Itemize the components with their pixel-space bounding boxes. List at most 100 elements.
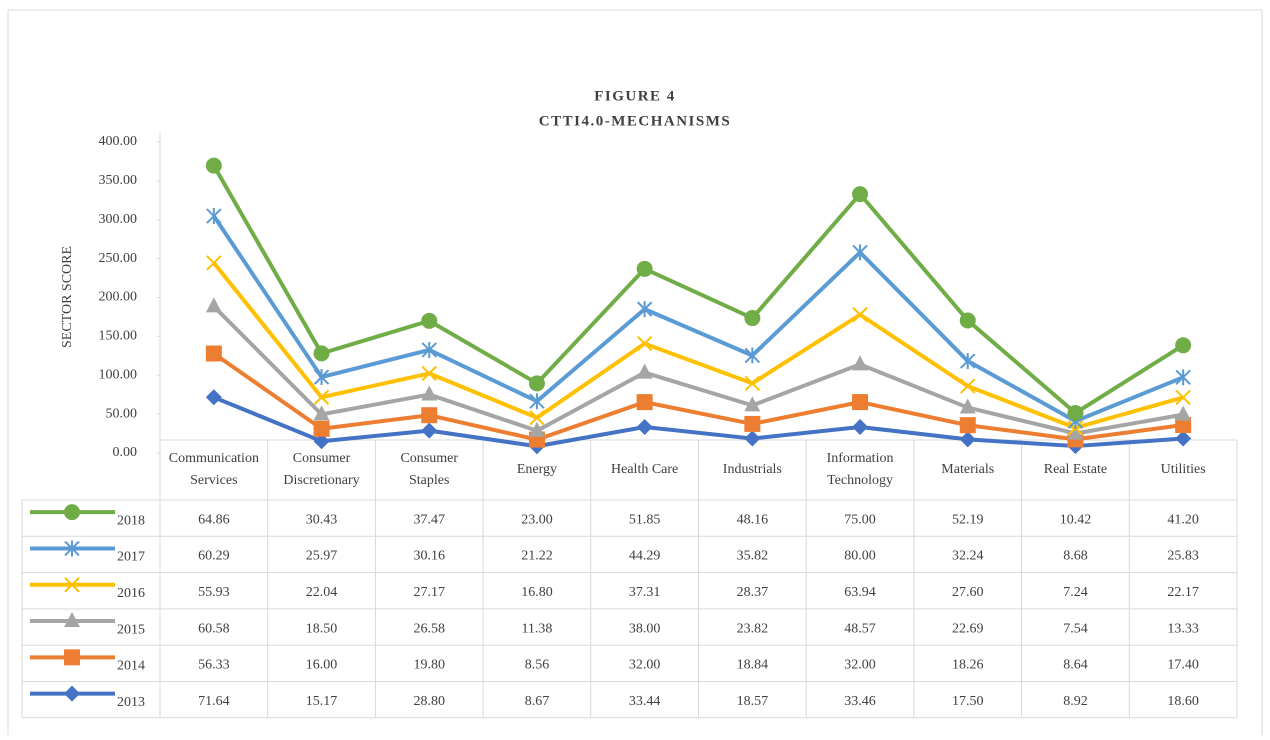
marker <box>421 422 438 439</box>
table-value: 30.16 <box>414 549 446 564</box>
chart-frame <box>7 9 1263 740</box>
table-value: 32.00 <box>844 658 876 673</box>
table-value: 27.17 <box>414 585 446 600</box>
table-value: 13.33 <box>1167 621 1199 636</box>
y-tick-label: 0.00 <box>113 445 138 460</box>
category-cell: Industrials <box>722 462 782 477</box>
table-value: 22.04 <box>306 585 338 600</box>
chart-title: FIGURE 4 <box>594 88 676 104</box>
table-value: 18.26 <box>952 658 984 673</box>
chart-subtitle: CTTI4.0-MECHANISMS <box>539 113 731 129</box>
marker <box>959 431 976 448</box>
marker <box>421 407 438 424</box>
marker <box>960 353 976 370</box>
marker <box>528 421 545 437</box>
line <box>212 164 1185 416</box>
line <box>212 214 1184 424</box>
table-value: 48.16 <box>737 512 769 527</box>
marker <box>852 418 869 435</box>
y-tick-label: 250.00 <box>99 251 138 266</box>
marker <box>64 540 80 557</box>
table-value: 51.85 <box>629 512 661 527</box>
marker <box>1175 417 1192 434</box>
marker <box>205 157 222 174</box>
category-cell: Utilities <box>1161 462 1206 477</box>
table-value: 23.00 <box>521 512 553 527</box>
y-axis-label: SECTOR SCORE <box>60 246 75 348</box>
marker <box>636 335 653 352</box>
x-tick-label: Communication Services <box>168 451 259 488</box>
table-value: 28.80 <box>414 694 446 709</box>
x-tick-label: Health Care <box>611 462 679 477</box>
x-tick-label: Industrials <box>722 462 782 477</box>
table-value: 52.19 <box>952 512 984 527</box>
marker <box>959 398 976 414</box>
y-tick-label: 200.00 <box>99 290 138 305</box>
table-value: 23.82 <box>737 621 769 636</box>
legend-label: 2015 <box>117 622 145 637</box>
line <box>213 395 1184 449</box>
table-value: 60.58 <box>198 621 230 636</box>
legend-label: 2013 <box>117 695 145 710</box>
marker <box>313 405 330 421</box>
y-tick-label: 50.00 <box>106 406 138 421</box>
table-value: 48.57 <box>844 621 876 636</box>
table-value: 56.33 <box>198 658 230 673</box>
x-tick-label: Consumer Discretionary <box>283 451 360 488</box>
table-value: 21.22 <box>521 549 553 564</box>
line <box>212 304 1184 436</box>
marker <box>852 306 868 323</box>
marker <box>744 430 761 447</box>
marker <box>313 389 330 405</box>
marker <box>421 341 437 358</box>
table-value: 37.31 <box>629 585 661 600</box>
table-value: 63.94 <box>844 585 876 600</box>
table-value: 11.38 <box>521 621 552 636</box>
marker <box>529 393 545 410</box>
y-tick-label: 150.00 <box>99 329 138 344</box>
marker <box>1175 430 1192 447</box>
table-value: 8.64 <box>1063 658 1088 673</box>
marker <box>744 347 761 364</box>
category-cell: Health Care <box>611 462 679 477</box>
marker <box>421 385 438 401</box>
table-value: 7.54 <box>1063 621 1088 636</box>
marker <box>313 433 330 450</box>
x-tick-label: Materials <box>941 462 995 477</box>
legend-label: 2018 <box>117 513 145 528</box>
y-tick-label: 100.00 <box>99 367 138 382</box>
table-value: 26.58 <box>414 621 446 636</box>
table-value: 16.80 <box>521 585 553 600</box>
marker <box>421 365 437 382</box>
marker <box>64 649 80 666</box>
marker <box>959 417 976 434</box>
category-cell: Real Estate <box>1044 462 1107 477</box>
x-tick-label: Energy <box>516 462 558 477</box>
table-value: 80.00 <box>844 549 876 564</box>
marker <box>64 504 80 521</box>
table-value: 18.84 <box>737 658 769 673</box>
marker <box>421 312 438 329</box>
table-value: 22.69 <box>952 621 984 636</box>
table-value: 16.00 <box>306 658 338 673</box>
category-cell: Consumer Discretionary <box>283 451 360 488</box>
line <box>212 261 1184 430</box>
marker <box>205 345 222 362</box>
marker <box>852 244 868 261</box>
table-value: 7.24 <box>1063 585 1088 600</box>
y-tick-label: 300.00 <box>99 212 138 227</box>
table-value: 32.00 <box>629 658 661 673</box>
marker <box>1067 405 1084 422</box>
table-value: 15.17 <box>306 694 338 709</box>
marker <box>1175 369 1191 386</box>
y-tick-label: 350.00 <box>99 173 138 188</box>
marker <box>744 310 761 327</box>
marker <box>206 208 222 225</box>
table-value: 27.60 <box>952 585 984 600</box>
legend-label: 2014 <box>117 659 145 674</box>
table-value: 17.50 <box>952 694 984 709</box>
table-value: 37.47 <box>414 512 446 527</box>
marker <box>959 312 976 329</box>
marker <box>1067 424 1084 440</box>
